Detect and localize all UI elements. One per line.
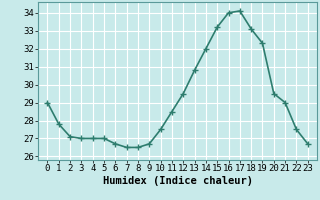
X-axis label: Humidex (Indice chaleur): Humidex (Indice chaleur) [103,176,252,186]
